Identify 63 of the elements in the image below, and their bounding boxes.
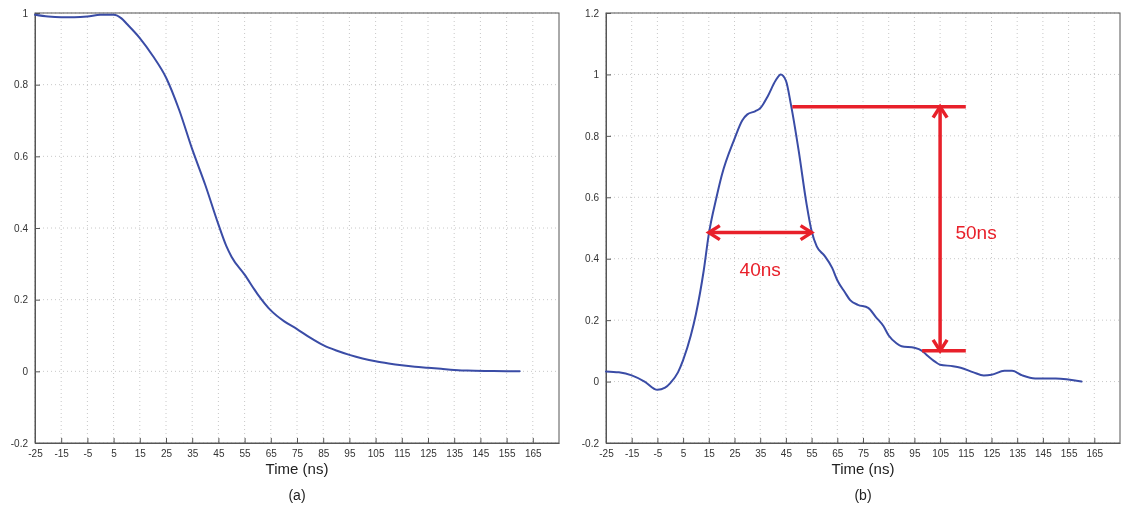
x-tick-label: 35 xyxy=(187,448,199,460)
x-tick-label: 5 xyxy=(680,448,687,460)
x-tick-label: 155 xyxy=(498,448,516,460)
x-tick-label: 65 xyxy=(265,448,278,460)
y-tick-label: -0.2 xyxy=(10,437,29,449)
y-tick-label: 0.2 xyxy=(14,294,29,306)
x-axis-title: Time (ns) xyxy=(265,460,329,477)
y-tick-label: 0.8 xyxy=(14,79,29,91)
x-tick-label: 55 xyxy=(239,448,252,460)
x-tick-label: -25 xyxy=(28,448,44,460)
x-tick-label: -5 xyxy=(83,448,93,460)
x-tick-label: 15 xyxy=(703,448,716,460)
x-tick-label: 25 xyxy=(160,448,173,460)
x-tick-label: 115 xyxy=(958,448,975,460)
y-tick-label: 1.2 xyxy=(585,7,600,19)
x-tick-label: 25 xyxy=(729,448,741,460)
x-tick-label: 125 xyxy=(420,448,438,460)
x-tick-label: 35 xyxy=(755,448,767,460)
x-tick-label: 115 xyxy=(394,448,411,460)
x-tick-label: 105 xyxy=(367,448,385,460)
x-tick-label: 65 xyxy=(832,448,844,460)
x-tick-label: 125 xyxy=(983,448,1001,460)
y-tick-label: -0.2 xyxy=(581,437,600,449)
x-tick-label: 155 xyxy=(1060,448,1078,460)
y-tick-label: 0.8 xyxy=(585,130,600,142)
x-axis-title: Time (ns) xyxy=(831,460,895,477)
x-tick-label: -15 xyxy=(624,448,640,460)
x-tick-label: 105 xyxy=(932,448,950,460)
x-tick-label: 95 xyxy=(344,448,356,460)
x-tick-label: 135 xyxy=(446,448,464,460)
y-tick-label: 1 xyxy=(593,69,600,81)
y-tick-label: 0.6 xyxy=(14,151,29,163)
text: (a) xyxy=(288,487,306,503)
line-series xyxy=(34,13,521,373)
y-tick-label: 0.4 xyxy=(585,253,600,265)
text: (b) xyxy=(854,487,872,503)
annotation: 40ns xyxy=(739,259,781,281)
x-tick-label: 45 xyxy=(780,448,793,460)
x-tick-label: 95 xyxy=(909,448,921,460)
y-tick-label: 0 xyxy=(22,366,29,378)
x-tick-label: 165 xyxy=(1086,448,1104,460)
x-tick-label: 145 xyxy=(472,448,490,460)
y-tick-label: 0 xyxy=(593,376,600,388)
line-series xyxy=(605,73,1083,391)
y-tick-label: 1 xyxy=(22,7,29,19)
x-tick-label: 145 xyxy=(1035,448,1053,460)
x-tick-label: -5 xyxy=(653,448,663,460)
x-tick-label: 75 xyxy=(857,448,870,460)
x-tick-label: 15 xyxy=(134,448,147,460)
x-tick-label: 165 xyxy=(524,448,543,460)
x-tick-label: -25 xyxy=(599,448,615,460)
x-tick-label: 75 xyxy=(291,448,304,460)
x-tick-label: 85 xyxy=(318,448,330,460)
y-tick-label: 0.6 xyxy=(585,191,600,203)
x-tick-label: 55 xyxy=(806,448,819,460)
x-tick-label: 135 xyxy=(1009,448,1027,460)
y-tick-label: 0.4 xyxy=(14,222,29,234)
x-tick-label: 45 xyxy=(213,448,225,460)
y-tick-label: 0.2 xyxy=(585,314,600,326)
x-tick-label: 85 xyxy=(883,448,896,460)
annotation: 50ns xyxy=(955,222,997,244)
x-tick-label: 5 xyxy=(111,448,118,460)
x-tick-label: -15 xyxy=(54,448,70,460)
